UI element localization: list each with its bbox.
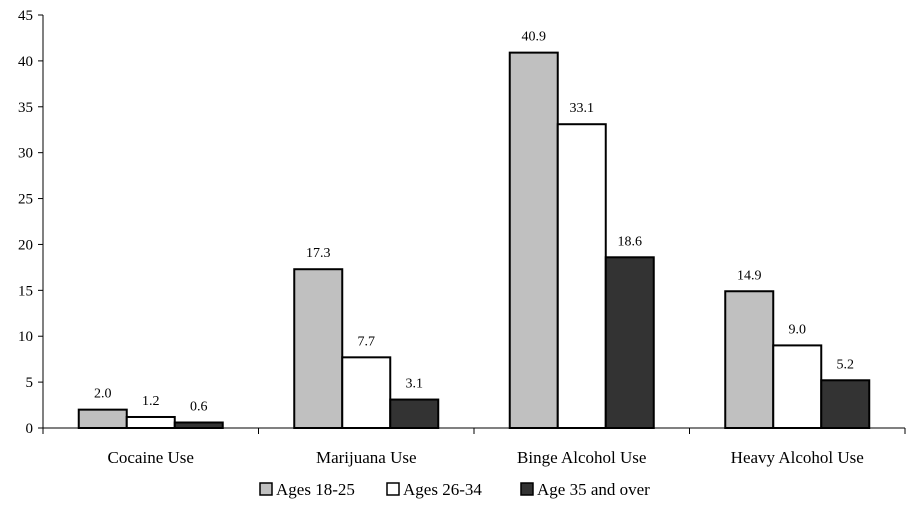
y-tick-label: 5: [26, 375, 34, 391]
y-tick-label: 0: [26, 421, 34, 437]
bar: [77, 408, 128, 429]
data-label: 1.2: [142, 394, 160, 409]
legend-label: Ages 18-25: [276, 480, 355, 499]
y-tick-label: 40: [18, 54, 33, 70]
data-label: 7.7: [358, 334, 376, 349]
data-label: 14.9: [737, 268, 762, 283]
legend-label: Ages 26-34: [403, 480, 482, 499]
legend-swatch: [520, 482, 534, 496]
data-label: 18.6: [618, 234, 643, 249]
x-tick-label: Heavy Alcohol Use: [731, 448, 864, 467]
y-tick-label: 30: [18, 146, 33, 162]
data-label: 2.0: [94, 387, 112, 402]
y-tick-label: 35: [18, 100, 33, 116]
data-label: 3.1: [406, 377, 424, 392]
bar: [772, 344, 823, 429]
data-label: 33.1: [570, 101, 595, 116]
bar: [389, 398, 440, 429]
legend-label: Age 35 and over: [537, 480, 650, 499]
bar: [508, 51, 559, 430]
data-label: 9.0: [789, 322, 807, 337]
x-tick-label: Marijuana Use: [316, 448, 417, 467]
legend-swatch: [259, 482, 273, 496]
x-tick-label: Binge Alcohol Use: [517, 448, 646, 467]
data-label: 5.2: [837, 357, 855, 372]
data-label: 17.3: [306, 246, 331, 261]
data-label: 40.9: [522, 30, 547, 45]
bar: [604, 256, 655, 429]
y-tick-label: 25: [18, 192, 33, 208]
bar: [556, 123, 607, 430]
bar: [173, 421, 224, 430]
y-tick-label: 10: [18, 329, 33, 345]
y-tick-label: 15: [18, 283, 33, 299]
bar: [724, 290, 775, 429]
legend-swatch: [386, 482, 400, 496]
bar: [341, 356, 392, 430]
y-tick-label: 20: [18, 237, 33, 253]
x-tick-label: Cocaine Use: [108, 448, 194, 467]
bar: [820, 379, 871, 429]
y-tick-label: 45: [18, 8, 33, 24]
bar: [125, 415, 176, 429]
data-label: 0.6: [190, 399, 208, 414]
bar: [293, 268, 344, 430]
